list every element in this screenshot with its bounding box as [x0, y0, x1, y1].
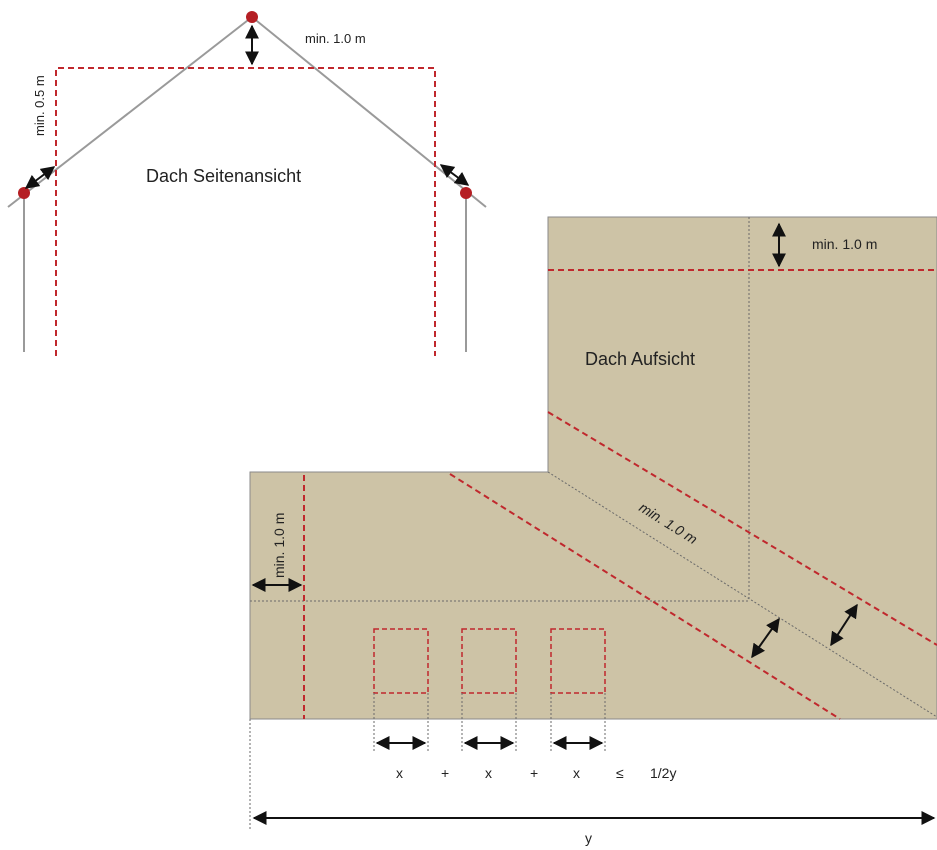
edge-distance-arrow-left: [24, 166, 56, 189]
roof-surface: [249, 216, 937, 720]
module-2: [461, 628, 517, 694]
dimensions: x + x + x ≤ 1/2y y: [249, 693, 936, 846]
module-3: [550, 628, 606, 694]
module-1: [373, 628, 429, 694]
module-limit-dashed: [55, 67, 436, 356]
valley-line: [547, 471, 937, 718]
formula-x1: x: [396, 765, 403, 781]
valley-limit-lower-dashed: [449, 473, 841, 720]
eave-point-left: [18, 187, 30, 199]
formula-plus2: +: [530, 765, 538, 781]
edge-distance-arrow-right: [439, 164, 470, 186]
formula-plus1: +: [441, 765, 449, 781]
ridge-distance-label: min. 1.0 m: [305, 31, 366, 46]
valley-distance-arrow-upper: [830, 603, 858, 647]
total-width-label: y: [585, 830, 592, 846]
left-edge-distance-label: min. 1.0 m: [271, 513, 287, 578]
formula-x2: x: [485, 765, 492, 781]
formula-half-y: 1/2y: [650, 765, 676, 781]
valley-limit-upper-dashed: [547, 411, 937, 646]
ridge-point: [246, 11, 258, 23]
formula-leq: ≤: [616, 765, 624, 781]
valley-distance-arrow-lower: [751, 617, 780, 659]
side-view: Dach Seitenansicht min. 1.0 m min. 0.5 m: [7, 11, 487, 356]
eave-point-right: [460, 187, 472, 199]
top-view: Dach Aufsicht min. 1.0 m min. 1.0 m min.…: [249, 216, 937, 720]
edge-distance-label: min. 0.5 m: [32, 75, 47, 136]
side-view-title: Dach Seitenansicht: [146, 166, 301, 186]
formula-x3: x: [573, 765, 580, 781]
top-edge-distance-label: min. 1.0 m: [812, 236, 877, 252]
top-view-title: Dach Aufsicht: [585, 349, 695, 369]
